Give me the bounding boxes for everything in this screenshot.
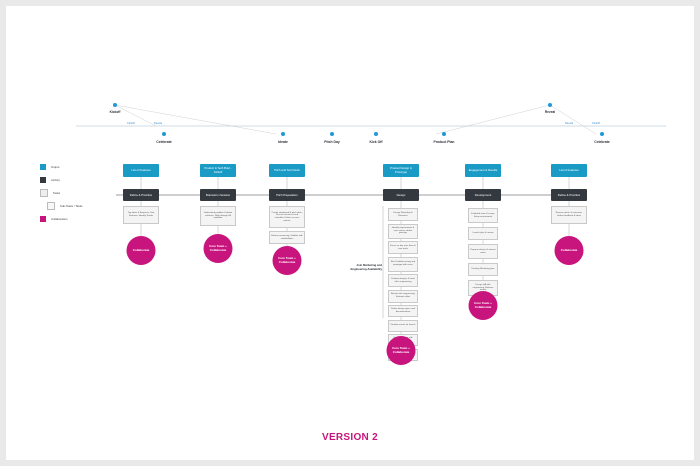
legend-item: Activity xyxy=(40,177,83,183)
output-box: Product Design & Prototype xyxy=(383,164,419,177)
activity-box: Refine & Prioritize xyxy=(551,189,587,201)
collaboration-circle: Core Team + Collaborate xyxy=(468,291,498,320)
task-stack: Review metrics & outcome; Gather feedbac… xyxy=(551,206,587,224)
activity-box: Refine & Prioritize xyxy=(123,189,159,201)
collaboration-circle: Collaborate xyxy=(554,236,584,265)
phase-label: Product Plan xyxy=(433,140,455,144)
phase-marker xyxy=(330,132,334,136)
task-note: Finalize designs & hand off to engineeri… xyxy=(388,274,418,287)
version-title: VERSION 2 xyxy=(321,432,379,443)
task-stack: Understand problem & ideate solutions; W… xyxy=(200,206,236,226)
task-note: Develop Marketing plan xyxy=(468,263,498,276)
legend-swatch xyxy=(40,189,48,197)
task-note: Review metrics & outcome; Gather feedbac… xyxy=(551,206,587,224)
legend: Output Activity Tasks Sub-Tasks / Tasks … xyxy=(40,164,83,222)
task-note: Run Usability testing and prototype with… xyxy=(388,256,418,272)
task-note: Prepare release & release notes xyxy=(468,244,498,259)
task-note: Identify requirements & user stories; de… xyxy=(388,223,418,239)
legend-label: Activity xyxy=(51,178,60,182)
legend-item: Collaboration xyxy=(40,216,83,222)
output-box: Engagement & Results xyxy=(465,164,501,177)
task-note: Review with engineering; Estimate effort xyxy=(388,289,418,303)
phase-marker xyxy=(442,132,446,136)
output-box: Product & Tech Brief - Kickoff xyxy=(200,164,236,177)
milestone-label: Kickoff xyxy=(109,110,121,114)
axis-mini-label: Kickoff xyxy=(127,122,135,125)
phase-label: Celebrate xyxy=(594,140,610,144)
axis-mini-label: Kickoff xyxy=(592,122,600,125)
phase-marker xyxy=(281,132,285,136)
legend-label: Sub-Tasks / Tasks xyxy=(60,204,83,208)
task-stack: Create storyboard & pitch deck; Discuss … xyxy=(269,206,305,244)
legend-item: Output xyxy=(40,164,83,170)
legend-label: Tasks xyxy=(53,191,61,195)
connector-lines xyxy=(76,104,666,336)
output-box: List of Features xyxy=(551,164,587,177)
task-stack: Tag ideas & Requests; Sort Features; Ide… xyxy=(123,206,159,224)
phase-label: Ideate xyxy=(278,140,288,144)
phase-label: Pitch Day xyxy=(324,140,340,144)
phase-marker xyxy=(162,132,166,136)
legend-label: Output xyxy=(51,165,60,169)
legend-swatch xyxy=(40,216,46,222)
task-note: Focus on key user flows & core tasks xyxy=(388,241,418,254)
legend-swatch xyxy=(47,202,55,210)
activity-box: Pitch Preparation xyxy=(269,189,305,201)
task-note: Review resourcing; Validate with stakeho… xyxy=(269,231,305,244)
task-note: Launch plan & review xyxy=(468,227,498,240)
legend-swatch xyxy=(40,164,46,170)
activity-box: Development xyxy=(465,189,501,201)
collaboration-circle: Collaborate xyxy=(126,236,156,265)
task-note: Finalize assets for launch xyxy=(388,319,418,332)
legend-item: Sub-Tasks / Tasks xyxy=(40,202,83,210)
collaboration-circle: Core Team + Collaborate xyxy=(203,234,233,263)
legend-label: Collaboration xyxy=(51,217,68,221)
axis-mini-label: Reveal xyxy=(153,122,163,125)
activity-box: Brainstorm Session xyxy=(200,189,236,201)
collaboration-circle: Core Team + Collaborate xyxy=(272,246,302,275)
phase-marker xyxy=(600,132,604,136)
output-box: Pitch and Tech Deck xyxy=(269,164,305,177)
phase-marker xyxy=(374,132,378,136)
milestone-label: Reveal xyxy=(544,110,556,114)
activity-box: Design xyxy=(383,189,419,201)
task-note: Establish team & scope; Setup environmen… xyxy=(468,208,498,223)
side-annotation: Join Marketing and Engineering Availabil… xyxy=(350,263,383,271)
task-note: Define design specs and documentation xyxy=(388,305,418,317)
phase-label: Kick Off xyxy=(369,140,383,144)
milestone-marker xyxy=(113,103,117,107)
legend-item: Tasks xyxy=(40,189,83,197)
output-box: List of Features xyxy=(123,164,159,177)
axis-mini-label: Reveal xyxy=(564,122,574,125)
task-note: Create storyboard & pitch deck; Discuss … xyxy=(269,206,305,228)
task-stack: Establish team & scope; Setup environmen… xyxy=(468,208,498,296)
task-note: Understand problem & ideate solutions; W… xyxy=(200,206,236,226)
diagram-canvas: Kickoff Reveal Kickoff Reveal Reveal Kic… xyxy=(6,6,694,460)
task-note: Tag ideas & Requests; Sort Features; Ide… xyxy=(123,206,159,224)
milestone-marker xyxy=(548,103,552,107)
legend-swatch xyxy=(40,177,46,183)
collaboration-circle: Core Team + Collaborate xyxy=(386,336,416,365)
phase-label: Celebrate xyxy=(156,140,172,144)
task-note: Design Workshop & Research xyxy=(388,208,418,221)
